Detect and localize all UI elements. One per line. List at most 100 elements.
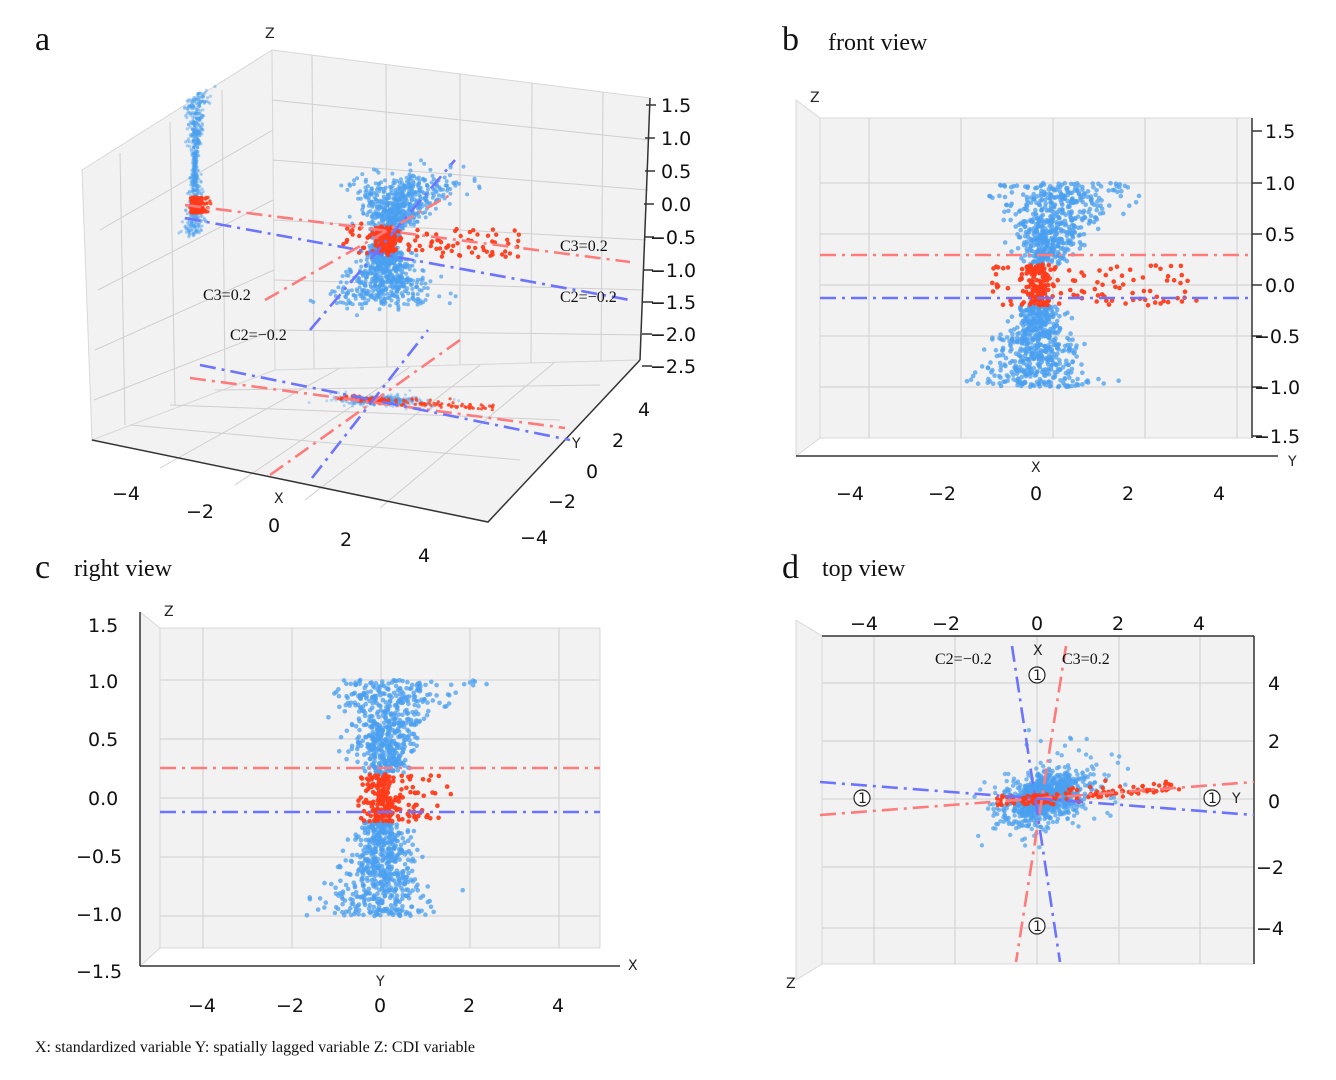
panel-b-red-point (1005, 265, 1011, 270)
panel-b-point (1054, 225, 1059, 231)
panel-a-point (401, 264, 406, 269)
panel-b-point (1002, 240, 1008, 245)
panel-a-point (430, 195, 435, 200)
panel-a-wall-point (187, 235, 191, 239)
panel-b-point (1017, 349, 1022, 354)
panel-a-wall-point (194, 128, 198, 132)
panel-a-wall-point (200, 214, 204, 218)
panel-b-red-point (1113, 284, 1118, 290)
panel-b-point (1030, 336, 1035, 342)
panel-a-z-tick: 1.0 (661, 128, 691, 150)
panel-b-point (1133, 200, 1139, 205)
panel-b-red-point (1117, 285, 1122, 291)
panel-b-red-point (1026, 284, 1032, 289)
panel-a-wall-point (213, 84, 217, 89)
panel-a-red-point (476, 254, 481, 260)
panel-b-point (1074, 354, 1079, 359)
panel-b-point (1004, 202, 1010, 208)
panel-a-point (446, 186, 450, 191)
panel-a-point (431, 177, 436, 182)
panel-b-red-point (1164, 278, 1170, 283)
panel-b-point (1009, 314, 1015, 320)
panel-a-point (390, 279, 395, 284)
panel-a-point (382, 209, 387, 214)
panel-b-point (1003, 363, 1008, 369)
panel-a-red-point (484, 249, 489, 254)
panel-a-z-tick: −1.0 (650, 260, 696, 282)
panel-a-floor-red-point (440, 402, 444, 406)
panel-a-point (432, 187, 437, 192)
panel-a-point (364, 275, 369, 280)
panel-a-red-point (458, 233, 463, 239)
panel-a-point (372, 283, 377, 288)
panel-b-point (1018, 336, 1023, 342)
panel-b-point (1064, 384, 1069, 390)
panel-b-red-point (1072, 278, 1078, 284)
panel-c-point (357, 727, 362, 733)
panel-b-z-tick: −1.0 (1254, 377, 1300, 399)
panel-a-red-point (485, 233, 491, 238)
panel-a-red-point (475, 232, 480, 237)
panel-a-point (339, 183, 344, 188)
panel-b-point (1068, 331, 1073, 336)
panel-a-point (423, 298, 428, 302)
panel-b-point (1063, 370, 1069, 376)
panel-b-point (1017, 368, 1022, 374)
panel-b-pane (819, 117, 1253, 439)
panel-b-point (1009, 249, 1014, 254)
panel-a-point (424, 199, 429, 204)
panel-b-point (1034, 333, 1039, 339)
panel-b-point (979, 364, 985, 369)
panel-b-point (1031, 196, 1037, 201)
panel-a-point (363, 179, 368, 184)
panel-b-point (1039, 208, 1045, 213)
panel-b-point (1016, 377, 1021, 382)
panel-c-title: right view (74, 556, 173, 582)
panel-a-point (423, 203, 428, 208)
panel-a-point (387, 303, 392, 308)
panel-a-wall-point (196, 154, 200, 158)
panel-a-point (428, 211, 432, 216)
panel-b-y-label: Y (1287, 454, 1297, 470)
panel-a-point (387, 206, 392, 211)
panel-a-wall-point (179, 229, 183, 233)
panel-a-back-pane (271, 49, 651, 371)
panel-a-point (448, 291, 453, 296)
panel-a-point (392, 284, 397, 289)
panel-a-wall-red-point (191, 209, 195, 213)
panel-a-point (359, 279, 364, 284)
panel-b-red-point (990, 280, 995, 286)
panel-a-point (374, 271, 379, 276)
panel-b-point (1028, 243, 1034, 249)
panel-a-red-point (507, 251, 513, 256)
panel-b-point (1027, 311, 1032, 317)
panel-a-point (409, 197, 414, 202)
panel-a-floor-red-point (437, 403, 441, 407)
panel-b-point (1054, 232, 1059, 237)
panel-a-point (396, 307, 401, 312)
panel-a-point (378, 186, 383, 191)
panel-a-point (380, 270, 385, 274)
panel-b-point (1001, 337, 1006, 343)
panel-a-point (385, 291, 390, 296)
panel-c-point (322, 880, 327, 886)
panel-b-red-point (1165, 273, 1171, 279)
panel-a-point (390, 216, 394, 221)
panel-a-floor-point (325, 399, 329, 403)
panel-a-point (394, 281, 399, 286)
panel-a-red-point (359, 221, 364, 226)
panel-a-point (368, 294, 373, 299)
panel-b-point (1013, 212, 1018, 217)
panel-a-point (402, 204, 407, 209)
panel-b-point (1021, 323, 1026, 328)
panel-b-point (1069, 242, 1074, 247)
panel-a-wall-point (197, 96, 201, 100)
panel-a-point (425, 293, 430, 298)
panel-b-red-point (1097, 268, 1102, 273)
panel-b-point (1032, 383, 1037, 389)
panel-a-wall-red-point (206, 195, 210, 200)
panel-b-point (1008, 184, 1014, 190)
panel-a-letter: a (35, 21, 50, 58)
panel-b-point (1045, 241, 1051, 247)
panel-a-wall-point (194, 175, 199, 179)
